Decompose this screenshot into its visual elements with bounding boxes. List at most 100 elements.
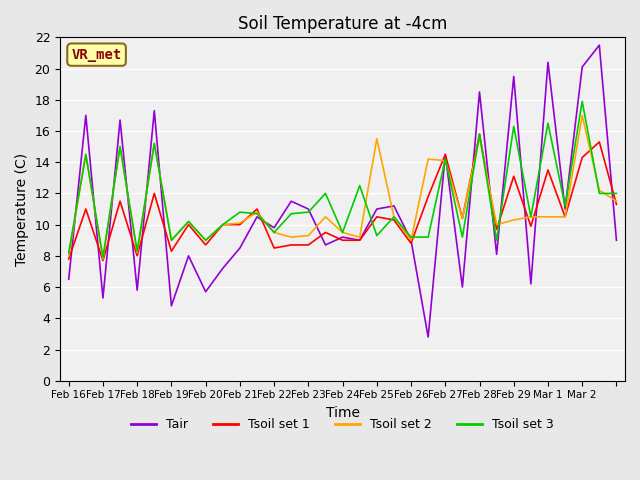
Tair	[356, 238, 364, 243]
Tsoil set 3	[305, 209, 312, 215]
Tsoil set 1	[185, 222, 193, 228]
Tsoil set 3	[390, 214, 398, 220]
Y-axis label: Temperature (C): Temperature (C)	[15, 153, 29, 265]
Tsoil set 2	[579, 112, 586, 118]
Tsoil set 1	[202, 242, 209, 248]
Tsoil set 1	[527, 223, 534, 229]
Tair	[442, 152, 449, 157]
Tsoil set 2	[133, 250, 141, 256]
Tsoil set 1	[82, 206, 90, 212]
Tsoil set 1	[236, 222, 244, 228]
Tair	[82, 112, 90, 118]
Tsoil set 1	[458, 216, 466, 221]
Tair	[287, 198, 295, 204]
Tsoil set 2	[527, 214, 534, 220]
Tsoil set 2	[287, 234, 295, 240]
Tsoil set 1	[612, 202, 620, 207]
Tair	[339, 234, 346, 240]
Tair	[305, 206, 312, 212]
Tair	[322, 242, 330, 248]
Tsoil set 2	[356, 234, 364, 240]
Tsoil set 3	[373, 233, 381, 239]
Tsoil set 1	[424, 193, 432, 199]
Tair	[99, 295, 107, 301]
Tsoil set 1	[373, 214, 381, 220]
Tair	[133, 288, 141, 293]
Tsoil set 3	[561, 203, 569, 209]
Tsoil set 2	[424, 156, 432, 162]
Tair	[65, 276, 72, 282]
Tsoil set 2	[595, 187, 603, 193]
Tsoil set 3	[236, 209, 244, 215]
Line: Tsoil set 3: Tsoil set 3	[68, 101, 616, 257]
Tsoil set 1	[356, 238, 364, 243]
Tsoil set 2	[510, 217, 518, 223]
Tsoil set 2	[150, 141, 158, 146]
Tsoil set 3	[476, 131, 483, 137]
Tair	[493, 252, 500, 257]
Tsoil set 3	[168, 238, 175, 243]
Tsoil set 3	[493, 238, 500, 243]
Tair	[236, 245, 244, 251]
Tsoil set 2	[373, 136, 381, 142]
Tsoil set 2	[305, 233, 312, 239]
Tsoil set 3	[339, 229, 346, 235]
Tsoil set 2	[339, 229, 346, 235]
Tsoil set 2	[544, 214, 552, 220]
Tair	[150, 108, 158, 114]
Line: Tsoil set 1: Tsoil set 1	[68, 134, 616, 261]
Tsoil set 2	[168, 238, 175, 243]
Tsoil set 1	[168, 248, 175, 254]
Tsoil set 1	[476, 131, 483, 137]
Tsoil set 3	[253, 211, 261, 216]
Tsoil set 2	[612, 198, 620, 204]
Tsoil set 3	[458, 234, 466, 240]
Tair	[270, 225, 278, 230]
Tsoil set 1	[116, 198, 124, 204]
Tsoil set 1	[287, 242, 295, 248]
Tsoil set 2	[390, 214, 398, 220]
Tsoil set 3	[527, 214, 534, 220]
Tsoil set 1	[390, 217, 398, 223]
Tsoil set 2	[322, 214, 330, 220]
Tsoil set 1	[339, 238, 346, 243]
Tsoil set 1	[270, 245, 278, 251]
Tsoil set 3	[407, 234, 415, 240]
Tair	[185, 253, 193, 259]
Tsoil set 3	[99, 254, 107, 260]
Tsoil set 3	[219, 222, 227, 228]
Tair	[424, 334, 432, 340]
Tair	[373, 206, 381, 212]
Tsoil set 2	[99, 256, 107, 262]
Tsoil set 2	[561, 214, 569, 220]
Tair	[219, 265, 227, 271]
Tsoil set 1	[493, 227, 500, 232]
Tsoil set 3	[322, 191, 330, 196]
Tsoil set 1	[561, 214, 569, 220]
Tsoil set 3	[270, 229, 278, 235]
Tair	[458, 284, 466, 290]
Tsoil set 1	[133, 253, 141, 259]
Tsoil set 3	[442, 156, 449, 162]
Tsoil set 2	[407, 238, 415, 243]
Tsoil set 3	[612, 191, 620, 196]
Tsoil set 2	[65, 253, 72, 259]
Tair	[595, 42, 603, 48]
Tsoil set 1	[219, 222, 227, 228]
Tsoil set 3	[510, 123, 518, 129]
Tsoil set 2	[82, 152, 90, 157]
Tsoil set 2	[493, 222, 500, 228]
Tsoil set 3	[544, 120, 552, 126]
Tsoil set 3	[185, 218, 193, 224]
X-axis label: Time: Time	[326, 406, 360, 420]
Tsoil set 2	[185, 218, 193, 224]
Tsoil set 1	[99, 258, 107, 264]
Tair	[544, 60, 552, 65]
Tsoil set 1	[442, 152, 449, 157]
Tsoil set 2	[116, 144, 124, 149]
Tsoil set 3	[65, 250, 72, 256]
Tsoil set 3	[202, 238, 209, 243]
Tsoil set 3	[287, 211, 295, 216]
Tair	[168, 303, 175, 309]
Line: Tair: Tair	[68, 45, 616, 337]
